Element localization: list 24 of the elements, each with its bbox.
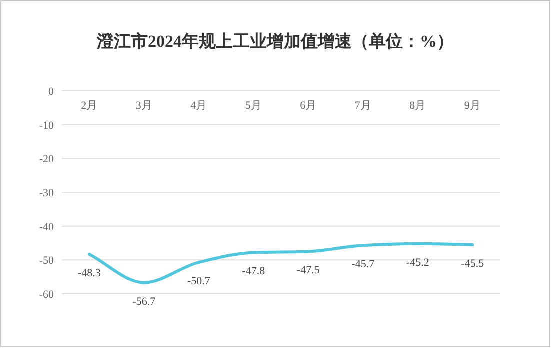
- x-tick-label: 8月: [410, 100, 426, 112]
- data-label: -47.5: [296, 264, 320, 277]
- x-tick-label: 5月: [245, 100, 262, 112]
- y-tick-label: -20: [39, 154, 54, 166]
- data-label: -50.7: [187, 276, 211, 288]
- chart-title: 澄江市2024年规上工业增加值增速（单位：%）: [96, 32, 454, 51]
- data-label: -56.7: [132, 296, 156, 308]
- y-tick-label: 0: [48, 86, 54, 98]
- x-tick-label: 6月: [300, 100, 317, 112]
- x-tick-label: 2月: [81, 100, 98, 112]
- x-tick-label: 3月: [136, 100, 152, 112]
- data-label: -45.2: [406, 256, 430, 269]
- data-label: -45.5: [461, 258, 485, 270]
- y-tick-label: -10: [39, 120, 54, 132]
- y-tick-label: -60: [39, 289, 54, 301]
- data-label: -47.8: [242, 266, 266, 278]
- data-label: -48.3: [78, 267, 102, 280]
- data-label: -45.7: [352, 258, 376, 271]
- y-tick-label: -40: [39, 221, 54, 234]
- y-tick-label: -30: [39, 188, 54, 200]
- x-tick-label: 4月: [190, 100, 208, 112]
- x-tick-label: 7月: [354, 100, 372, 112]
- x-tick-label: 9月: [464, 100, 481, 112]
- y-tick-label: -50: [39, 255, 54, 268]
